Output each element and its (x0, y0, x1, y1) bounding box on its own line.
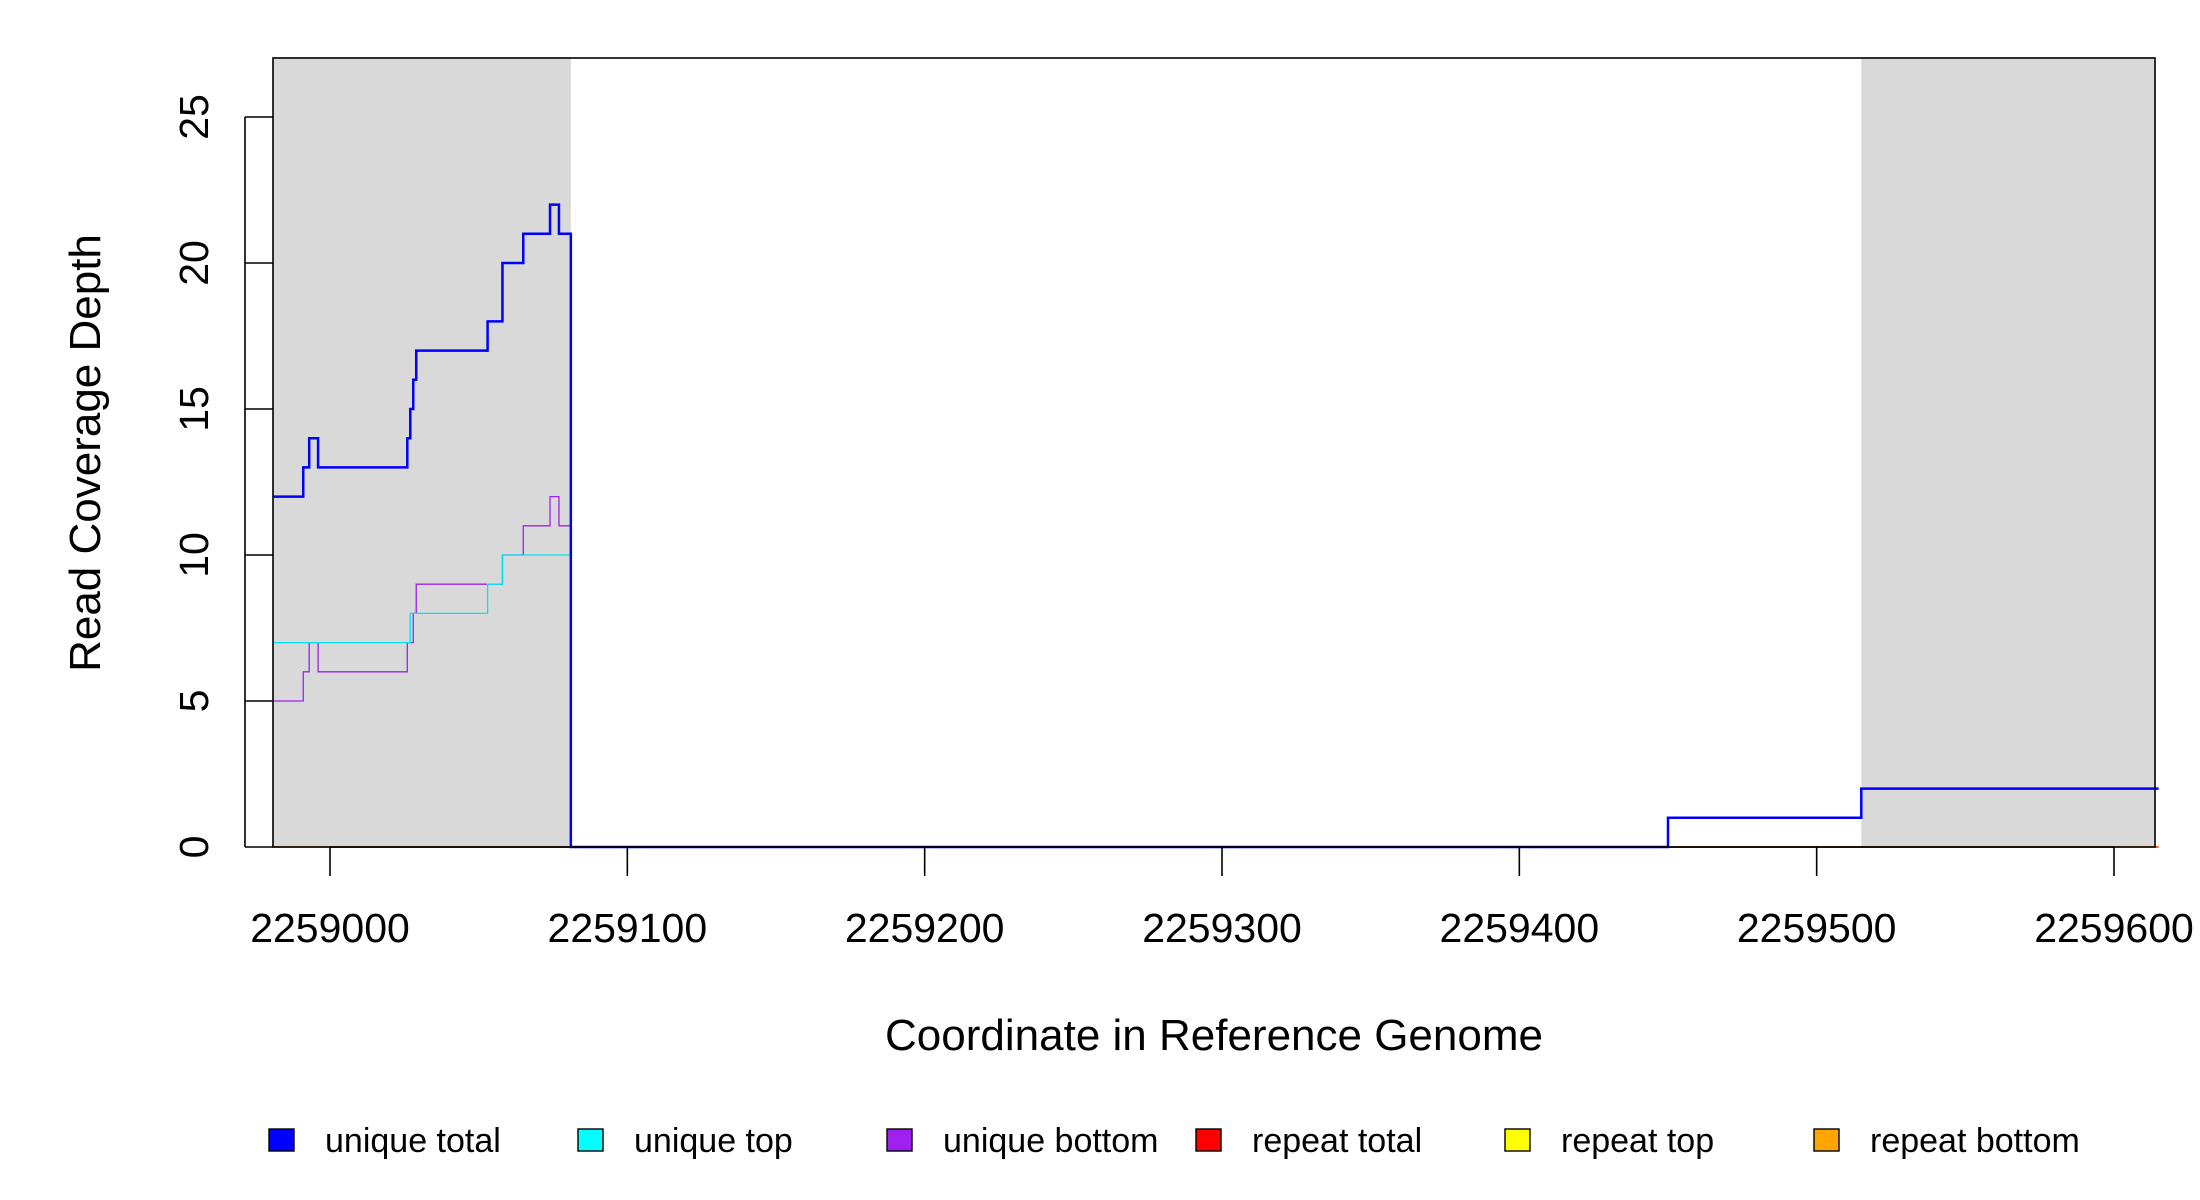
x-tick-label: 2259100 (548, 905, 708, 951)
legend-label: unique total (325, 1122, 501, 1160)
y-tick-label: 5 (171, 690, 217, 713)
legend-label: repeat bottom (1870, 1122, 2080, 1160)
x-axis-title: Coordinate in Reference Genome (885, 1011, 1543, 1060)
y-axis-title: Read Coverage Depth (61, 234, 110, 672)
y-tick-label: 15 (171, 386, 217, 432)
series-line-unique-total (273, 203, 2159, 849)
legend-label: repeat top (1561, 1122, 1714, 1160)
x-tick-label: 2259500 (1737, 905, 1897, 951)
legend-item: unique top (577, 1122, 793, 1160)
legend-label: repeat total (1252, 1122, 1422, 1160)
legend-item: unique total (268, 1122, 501, 1160)
x-tick-label: 2259400 (1440, 905, 1600, 951)
x-axis: 2259000 2259100 2259200 2259300 2259400 22595… (250, 846, 2194, 951)
shaded-region-0 (273, 58, 571, 847)
x-tick-label: 2259600 (2034, 905, 2194, 951)
legend-swatch (1195, 1128, 1222, 1152)
legend-swatch (1813, 1128, 1840, 1152)
legend-swatch (268, 1128, 295, 1152)
shaded-regions (273, 58, 2155, 847)
legend-swatch (577, 1128, 604, 1152)
legend-item: repeat total (1195, 1122, 1422, 1160)
legend-item: repeat bottom (1813, 1122, 2080, 1160)
legend-label: unique top (634, 1122, 793, 1160)
x-tick-label: 2259200 (845, 905, 1005, 951)
y-tick-label: 25 (171, 94, 217, 140)
shaded-region-1 (1861, 58, 2155, 847)
y-axis: 0 5 10 15 20 25 (171, 94, 273, 858)
legend-swatch (886, 1128, 913, 1152)
legend-item: repeat top (1504, 1122, 1714, 1160)
y-tick-label: 10 (171, 532, 217, 578)
legend-item: unique bottom (886, 1122, 1159, 1160)
legend-swatch (1504, 1128, 1531, 1152)
x-tick-label: 2259300 (1142, 905, 1302, 951)
y-tick-label: 20 (171, 240, 217, 286)
legend: unique total unique top unique bottom repea… (268, 1122, 2080, 1160)
legend-label: unique bottom (943, 1122, 1159, 1160)
x-tick-label: 2259000 (250, 905, 410, 951)
y-tick-label: 0 (171, 836, 217, 859)
